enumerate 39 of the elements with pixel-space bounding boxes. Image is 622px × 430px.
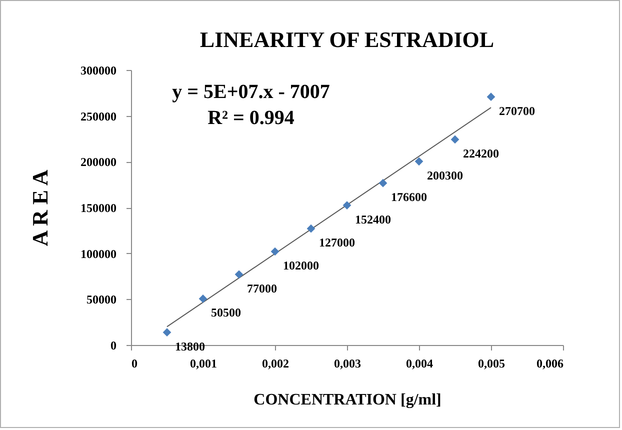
data-label: 270700 [499, 104, 535, 118]
data-label: 224200 [463, 146, 499, 160]
point [234, 270, 244, 279]
y-tick-label: 300000 [80, 64, 116, 78]
data-label: 50500 [211, 306, 241, 320]
annotation: y = 5E+07.x - 7007 [172, 81, 330, 103]
point [450, 135, 460, 144]
data-label: 102000 [283, 258, 319, 272]
data-label: 200300 [427, 168, 463, 182]
point [414, 157, 424, 166]
point [198, 294, 208, 303]
x-tick-label: 0,004 [406, 356, 433, 370]
y-axis-title: A R E A [28, 170, 52, 246]
y-tick-label: 250000 [80, 109, 116, 124]
point [486, 92, 496, 102]
point [342, 201, 352, 210]
data-label: 152400 [355, 212, 391, 226]
y-tick-label: 150000 [80, 201, 116, 215]
data-label: 13800 [175, 339, 205, 354]
y-tick-label: 0 [110, 338, 116, 352]
y-tick-label: 100000 [80, 246, 116, 261]
x-axis-title: CONCENTRATION [g/ml] [254, 392, 442, 408]
x-tick-label: 0,003 [334, 356, 361, 370]
x-tick-label: 0,001 [190, 356, 217, 370]
point [306, 224, 316, 233]
annotation: R² = 0.994 [208, 107, 294, 129]
point [270, 247, 280, 256]
point [162, 328, 172, 337]
point [378, 178, 388, 188]
data-label: 127000 [319, 236, 355, 250]
x-tick-label: 0,002 [262, 356, 289, 370]
x-tick-label: 0 [132, 356, 138, 370]
data-label: 176600 [391, 190, 427, 204]
chart-title: LINEARITY OF ESTRADIOL [200, 27, 494, 52]
x-tick-label: 0,005 [478, 356, 505, 370]
y-tick-label: 50000 [86, 292, 116, 307]
data-label: 77000 [247, 281, 277, 296]
x-tick-label: 0,006 [536, 356, 564, 370]
y-tick-label: 200000 [80, 155, 116, 170]
